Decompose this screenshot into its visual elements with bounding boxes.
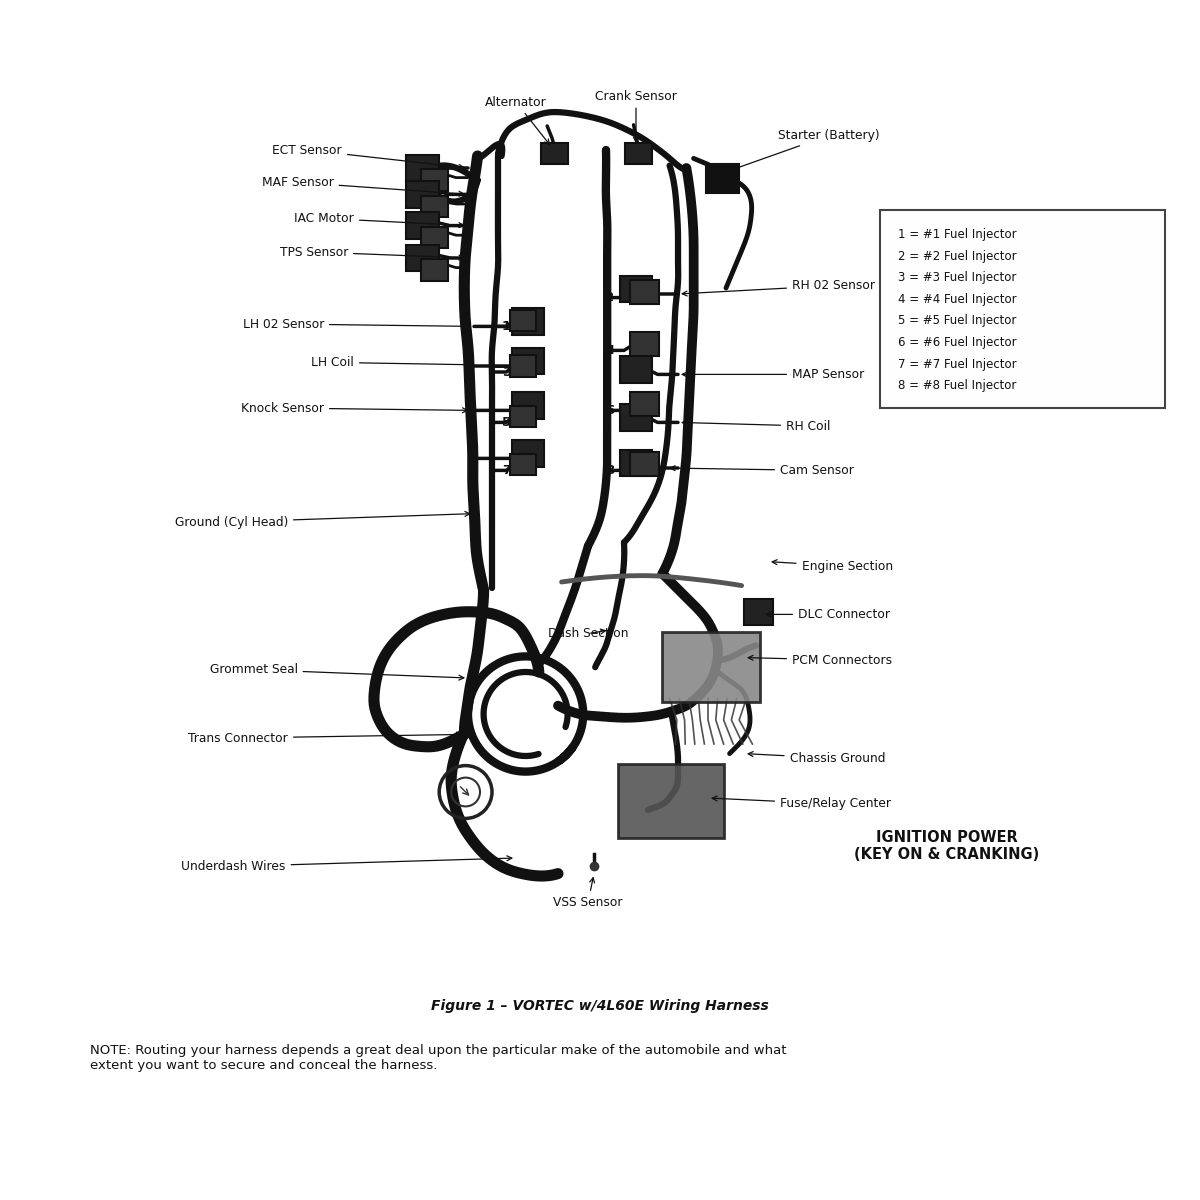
Text: Underdash Wires: Underdash Wires bbox=[181, 856, 512, 872]
Text: LH 02 Sensor: LH 02 Sensor bbox=[242, 318, 470, 330]
Text: RH Coil: RH Coil bbox=[682, 420, 830, 432]
Text: 6 = #6 Fuel Injector: 6 = #6 Fuel Injector bbox=[898, 336, 1016, 349]
Text: TPS Sensor: TPS Sensor bbox=[280, 246, 464, 260]
FancyBboxPatch shape bbox=[706, 164, 739, 193]
FancyBboxPatch shape bbox=[510, 310, 536, 331]
Text: Knock Sensor: Knock Sensor bbox=[241, 402, 468, 414]
Text: Trans Connector: Trans Connector bbox=[188, 732, 462, 744]
FancyBboxPatch shape bbox=[630, 280, 659, 304]
Text: MAP Sensor: MAP Sensor bbox=[682, 368, 864, 380]
Text: 3 = #3 Fuel Injector: 3 = #3 Fuel Injector bbox=[898, 271, 1016, 284]
FancyBboxPatch shape bbox=[421, 196, 448, 217]
FancyBboxPatch shape bbox=[406, 245, 439, 271]
FancyBboxPatch shape bbox=[510, 355, 536, 377]
Text: PCM Connectors: PCM Connectors bbox=[748, 654, 892, 666]
Text: 1 = #1 Fuel Injector: 1 = #1 Fuel Injector bbox=[898, 228, 1016, 241]
FancyBboxPatch shape bbox=[421, 169, 448, 191]
Text: 5: 5 bbox=[502, 416, 511, 428]
FancyBboxPatch shape bbox=[662, 632, 760, 702]
FancyBboxPatch shape bbox=[744, 599, 773, 625]
Text: Fuse/Relay Center: Fuse/Relay Center bbox=[712, 796, 890, 810]
Text: RH 02 Sensor: RH 02 Sensor bbox=[682, 280, 875, 296]
FancyBboxPatch shape bbox=[541, 143, 568, 164]
Text: Ground (Cyl Head): Ground (Cyl Head) bbox=[175, 511, 470, 528]
Text: Dash Section: Dash Section bbox=[547, 628, 629, 640]
Text: 4: 4 bbox=[605, 344, 614, 356]
FancyBboxPatch shape bbox=[512, 308, 544, 335]
FancyBboxPatch shape bbox=[620, 450, 652, 476]
Text: 7: 7 bbox=[502, 464, 511, 476]
FancyBboxPatch shape bbox=[620, 356, 652, 383]
Text: MAF Sensor: MAF Sensor bbox=[262, 176, 464, 197]
Text: Engine Section: Engine Section bbox=[772, 559, 893, 572]
Text: NOTE: Routing your harness depends a great deal upon the particular make of the : NOTE: Routing your harness depends a gre… bbox=[90, 1044, 786, 1072]
FancyBboxPatch shape bbox=[630, 332, 659, 356]
FancyBboxPatch shape bbox=[406, 212, 439, 239]
Text: IAC Motor: IAC Motor bbox=[294, 212, 464, 228]
Text: 4 = #4 Fuel Injector: 4 = #4 Fuel Injector bbox=[898, 293, 1016, 306]
Text: Crank Sensor: Crank Sensor bbox=[595, 90, 677, 143]
FancyBboxPatch shape bbox=[880, 210, 1165, 408]
Text: VSS Sensor: VSS Sensor bbox=[553, 877, 623, 908]
Text: 8: 8 bbox=[605, 464, 614, 476]
FancyBboxPatch shape bbox=[625, 143, 652, 164]
FancyBboxPatch shape bbox=[618, 764, 724, 838]
FancyBboxPatch shape bbox=[630, 452, 659, 476]
FancyBboxPatch shape bbox=[510, 454, 536, 475]
FancyBboxPatch shape bbox=[421, 259, 448, 281]
Text: Alternator: Alternator bbox=[485, 96, 550, 144]
FancyBboxPatch shape bbox=[620, 276, 652, 302]
FancyBboxPatch shape bbox=[620, 404, 652, 431]
FancyBboxPatch shape bbox=[512, 440, 544, 467]
Text: 2: 2 bbox=[605, 292, 614, 304]
Text: IGNITION POWER
(KEY ON & CRANKING): IGNITION POWER (KEY ON & CRANKING) bbox=[854, 830, 1039, 862]
Text: Starter (Battery): Starter (Battery) bbox=[724, 130, 880, 173]
FancyBboxPatch shape bbox=[512, 348, 544, 374]
Text: 3: 3 bbox=[502, 366, 511, 378]
Text: 1: 1 bbox=[502, 320, 511, 332]
Text: 5 = #5 Fuel Injector: 5 = #5 Fuel Injector bbox=[898, 314, 1016, 328]
Text: Chassis Ground: Chassis Ground bbox=[748, 751, 886, 764]
Text: DLC Connector: DLC Connector bbox=[766, 608, 890, 620]
Text: 2 = #2 Fuel Injector: 2 = #2 Fuel Injector bbox=[898, 250, 1016, 263]
FancyBboxPatch shape bbox=[512, 392, 544, 419]
Text: ECT Sensor: ECT Sensor bbox=[272, 144, 464, 169]
FancyBboxPatch shape bbox=[421, 227, 448, 248]
Text: Cam Sensor: Cam Sensor bbox=[670, 464, 854, 476]
Text: Grommet Seal: Grommet Seal bbox=[210, 664, 464, 680]
FancyBboxPatch shape bbox=[630, 392, 659, 416]
Text: Figure 1 – VORTEC w/4L60E Wiring Harness: Figure 1 – VORTEC w/4L60E Wiring Harness bbox=[431, 998, 769, 1013]
Text: 6: 6 bbox=[605, 404, 614, 416]
Text: 8 = #8 Fuel Injector: 8 = #8 Fuel Injector bbox=[898, 379, 1016, 392]
FancyBboxPatch shape bbox=[406, 181, 439, 208]
FancyBboxPatch shape bbox=[510, 406, 536, 427]
Text: LH Coil: LH Coil bbox=[311, 356, 470, 368]
Text: 7 = #7 Fuel Injector: 7 = #7 Fuel Injector bbox=[898, 358, 1016, 371]
FancyBboxPatch shape bbox=[406, 155, 439, 181]
